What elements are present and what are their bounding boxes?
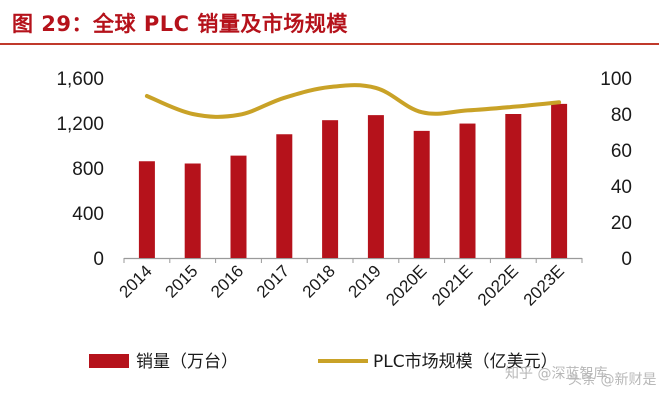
y-right-tick: 0 xyxy=(621,249,632,270)
x-tick-label: 2016 xyxy=(207,261,247,301)
y-left-tick: 800 xyxy=(72,159,104,180)
x-tick-label: 2015 xyxy=(161,261,201,301)
x-tick-label: 2017 xyxy=(253,261,293,301)
bar-2022E xyxy=(505,114,522,258)
bar-2021E xyxy=(459,123,476,258)
y-left-tick: 0 xyxy=(93,249,104,270)
x-tick-label: 2022E xyxy=(474,261,522,309)
bar-2018 xyxy=(322,120,339,258)
bar-2019 xyxy=(367,115,384,258)
bar-2023E xyxy=(551,103,568,258)
bar-2020E xyxy=(413,130,430,258)
chart-title: 图 29：全球 PLC 销量及市场规模 xyxy=(12,12,348,36)
y-right-tick: 40 xyxy=(611,177,632,198)
watermark-line-1: 知乎 @深蓝智库 xyxy=(505,365,607,382)
x-tick-label: 2020E xyxy=(382,261,430,309)
legend-label-bar: 销量（万台） xyxy=(136,352,238,372)
y-right-tick: 20 xyxy=(611,213,632,234)
legend: 销量（万台） PLC市场规模（亿美元） xyxy=(89,352,558,372)
title-rule xyxy=(0,43,659,45)
market-size-line xyxy=(144,83,562,119)
legend-label-line: PLC市场规模（亿美元） xyxy=(373,352,558,372)
line-path xyxy=(144,83,562,119)
x-tick-label: 2018 xyxy=(299,261,339,301)
y-right-tick: 80 xyxy=(611,105,632,126)
bar-2015 xyxy=(184,163,201,258)
x-tick-label: 2023E xyxy=(520,261,568,309)
bar-2016 xyxy=(230,155,247,258)
x-tick-label: 2019 xyxy=(345,261,385,301)
y-left-tick: 400 xyxy=(72,204,104,225)
x-tick-label: 2021E xyxy=(428,261,476,309)
watermark-line-2: 头条 @新财是 xyxy=(568,371,656,388)
y-right-tick: 60 xyxy=(611,141,632,162)
y-left-tick: 1,200 xyxy=(56,114,104,135)
legend-swatch-bar xyxy=(89,354,129,368)
x-tick-label: 2014 xyxy=(116,261,156,301)
bars xyxy=(138,103,568,258)
y-left-tick: 1,600 xyxy=(56,69,104,90)
bar-2014 xyxy=(138,161,155,258)
y-right-tick: 100 xyxy=(600,69,632,90)
bar-2017 xyxy=(276,134,293,258)
axes xyxy=(123,257,583,263)
